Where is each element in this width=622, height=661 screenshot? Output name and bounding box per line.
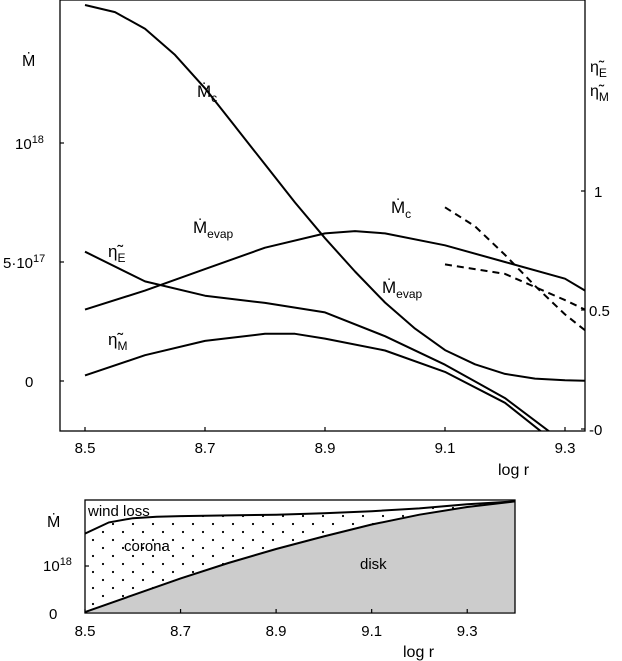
top-x-tick-label: 8.5	[75, 440, 96, 457]
bottom-series-group	[85, 500, 515, 613]
top-x-ticks: 8.58.78.99.19.39.5	[75, 427, 576, 457]
bottom-y-axis-label: Ṁ	[47, 512, 60, 531]
disk-region	[85, 501, 515, 612]
series-line-2-solid	[84, 250, 551, 431]
left-tick-label: 5·1017	[3, 253, 45, 272]
bottom-tick-label: 1018	[43, 556, 72, 575]
bottom-x-tick-label: 8.9	[266, 623, 287, 640]
bottom-x-axis: 8.5 8.7 8.9 9.1 9.3 log r	[75, 609, 478, 661]
top-x-tick-label: 9.3	[555, 440, 576, 457]
right-y-axis-label-eta-e: η̃E	[590, 59, 607, 80]
top-series-group	[84, 4, 585, 431]
series-line-4-dashed	[444, 206, 585, 332]
bottom-x-axis-label: log r	[403, 644, 435, 661]
curve-label-eta-e: η̃E	[108, 242, 125, 265]
region-label-disk: disk	[360, 556, 387, 573]
bottom-y-axis: Ṁ 1018 0	[43, 512, 89, 623]
curve-label-mdot-c: Ṁc	[197, 82, 217, 105]
disk-boundary-line	[85, 500, 515, 613]
left-tick-label: 0	[25, 374, 33, 391]
top-plot-frame	[59, 0, 586, 432]
right-tick-label: -0	[589, 422, 602, 439]
bottom-plot-frame	[84, 499, 516, 614]
left-tick-label: 1018	[15, 134, 44, 153]
corona-boundary-line	[85, 500, 515, 535]
corona-region	[85, 501, 515, 612]
series-line-0-solid	[84, 4, 585, 382]
top-panel: Ṁ 1018 5·1017 0 1 0.5 -0 η̃E η̃M 8.5 8.7 8…	[3, 0, 610, 479]
bottom-region-labels: wind loss corona disk	[87, 503, 387, 573]
bottom-x-tick-label: 8.7	[170, 623, 191, 640]
region-label-corona: corona	[124, 538, 171, 555]
top-x-tick-label: 9.1	[435, 440, 456, 457]
bottom-panel: Ṁ 1018 0 8.5 8.7 8.9 9.1 9.3 log r wind loss…	[43, 499, 516, 661]
right-tick-label: 1	[594, 184, 602, 201]
series-line-5-dashed	[444, 263, 585, 311]
bottom-x-ticks: 8.5 8.7 8.9 9.1 9.3	[75, 609, 478, 640]
top-x-axis: 8.58.78.99.19.39.5 log r	[75, 427, 576, 479]
series-line-1-solid	[84, 230, 585, 311]
bottom-tick-label: 0	[49, 606, 57, 623]
left-y-axis-label: Ṁ	[22, 51, 35, 70]
right-y-axis-label-eta-m: η̃M	[590, 83, 609, 104]
right-tick-label: 0.5	[589, 303, 610, 320]
bottom-x-tick-label: 8.5	[75, 623, 96, 640]
series-line-3-solid	[84, 332, 543, 431]
curve-label-eta-m: η̃M	[108, 330, 127, 353]
bottom-x-tick-label: 9.1	[361, 623, 382, 640]
curve-label-mdot-evap-dashed: Ṁevap	[382, 278, 423, 301]
top-x-tick-label: 8.9	[315, 440, 336, 457]
curve-label-mdot-evap: Ṁevap	[193, 218, 234, 241]
top-x-tick-label: 8.7	[195, 440, 216, 457]
region-label-wind-loss: wind loss	[87, 503, 150, 520]
top-x-axis-label: log r	[498, 462, 530, 479]
curve-label-mdot-c-dashed: Ṁc	[391, 198, 411, 221]
bottom-x-tick-label: 9.3	[457, 623, 478, 640]
left-y-axis: Ṁ 1018 5·1017 0	[3, 51, 64, 391]
top-curve-labels: Ṁc Ṁevap η̃E η̃M Ṁc Ṁevap	[108, 82, 423, 353]
